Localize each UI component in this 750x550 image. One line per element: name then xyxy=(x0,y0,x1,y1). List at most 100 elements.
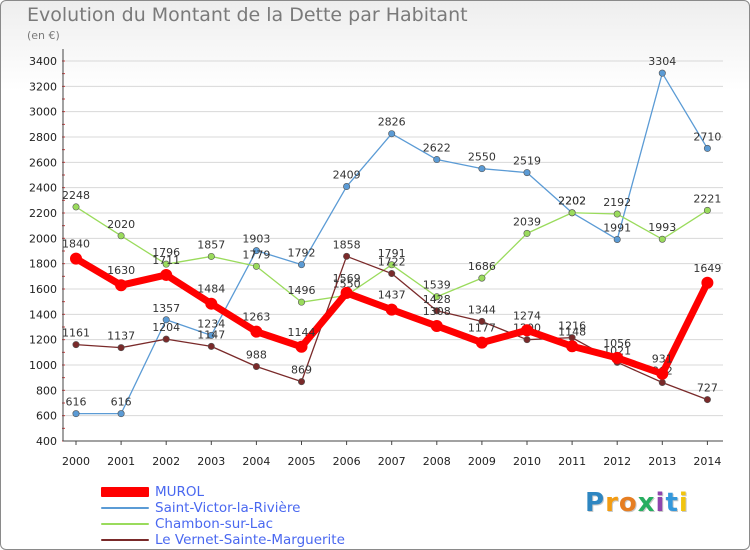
data-label: 1177 xyxy=(468,322,496,335)
legend-label: MUROL xyxy=(155,484,205,500)
y-tick-label: 3000 xyxy=(29,106,57,119)
legend-item: Le Vernet-Sainte-Marguerite xyxy=(101,532,345,548)
data-point xyxy=(160,268,173,281)
x-tick-label: 2000 xyxy=(62,455,90,468)
legend-swatch xyxy=(101,507,149,509)
data-label: 2248 xyxy=(62,189,90,202)
legend-item: Saint-Victor-la-Rivière xyxy=(101,500,300,516)
data-label: 727 xyxy=(697,382,718,395)
data-point xyxy=(297,261,305,269)
y-tick-label: 2200 xyxy=(29,207,57,220)
data-point xyxy=(703,144,711,152)
data-label: 931 xyxy=(652,353,673,366)
y-tick-label: 1400 xyxy=(29,308,57,321)
data-point xyxy=(433,307,441,315)
data-label: 1234 xyxy=(197,317,225,330)
y-tick-label: 2000 xyxy=(29,232,57,245)
x-tick-label: 2007 xyxy=(378,455,406,468)
data-label: 2202 xyxy=(558,195,586,208)
data-label: 1161 xyxy=(62,327,90,340)
x-tick-label: 2003 xyxy=(197,455,225,468)
data-label: 2202 xyxy=(558,195,586,208)
data-label: 1274 xyxy=(513,309,541,322)
data-label: 1792 xyxy=(288,247,316,260)
data-label: 1344 xyxy=(468,303,496,316)
data-label: 1857 xyxy=(197,238,225,251)
x-tick-label: 2013 xyxy=(648,455,676,468)
data-label: 1991 xyxy=(603,221,631,234)
data-point xyxy=(295,340,308,353)
legend-swatch xyxy=(101,523,149,525)
data-point xyxy=(701,276,714,289)
data-point xyxy=(656,367,669,380)
data-point xyxy=(162,316,170,324)
data-point xyxy=(117,410,125,418)
y-tick-label: 400 xyxy=(36,435,57,448)
data-label: 616 xyxy=(111,396,132,409)
data-label: 2710 xyxy=(693,130,721,143)
logo-letter: i xyxy=(655,488,666,518)
data-point xyxy=(523,336,531,344)
y-tick-label: 3400 xyxy=(29,55,57,68)
logo-letter: P xyxy=(585,488,606,518)
data-label: 1056 xyxy=(603,337,631,350)
data-label: 1263 xyxy=(242,311,270,324)
data-point xyxy=(478,165,486,173)
y-tick-label: 800 xyxy=(36,384,57,397)
data-point xyxy=(433,156,441,164)
data-label: 1903 xyxy=(242,233,270,246)
data-label: 1137 xyxy=(107,330,135,343)
data-label: 2039 xyxy=(513,215,541,228)
data-point xyxy=(117,232,125,240)
legend-swatch xyxy=(101,539,149,541)
data-point xyxy=(433,293,441,301)
data-label: 1569 xyxy=(333,272,361,285)
data-point xyxy=(388,130,396,138)
data-label: 2409 xyxy=(333,169,361,182)
data-label: 2020 xyxy=(107,218,135,231)
data-label: 869 xyxy=(291,364,312,377)
data-point xyxy=(613,210,621,218)
y-tick-label: 1600 xyxy=(29,283,57,296)
logo-letter: i xyxy=(678,488,689,518)
data-label: 616 xyxy=(66,396,87,409)
data-label: 1428 xyxy=(423,293,451,306)
data-label: 2826 xyxy=(378,116,406,129)
data-point xyxy=(658,378,666,386)
x-tick-label: 2008 xyxy=(423,455,451,468)
data-label: 1147 xyxy=(197,328,225,341)
x-tick-label: 2005 xyxy=(288,455,316,468)
data-point xyxy=(703,396,711,404)
data-point xyxy=(343,183,351,191)
data-point xyxy=(252,363,260,371)
data-point xyxy=(523,229,531,237)
data-point xyxy=(478,274,486,282)
data-point xyxy=(297,298,305,306)
data-label: 988 xyxy=(246,349,267,362)
logo-letter: r xyxy=(605,488,619,518)
data-label: 1796 xyxy=(152,246,180,259)
data-point xyxy=(252,262,260,270)
data-point xyxy=(297,378,305,386)
data-label: 1144 xyxy=(288,326,316,339)
y-tick-label: 2400 xyxy=(29,182,57,195)
data-point xyxy=(207,252,215,260)
data-point xyxy=(521,324,533,337)
data-point xyxy=(115,279,128,292)
data-label: 1686 xyxy=(468,260,496,273)
data-point xyxy=(523,169,531,177)
x-tick-label: 2006 xyxy=(333,455,361,468)
data-point xyxy=(162,260,170,268)
data-point xyxy=(658,69,666,77)
data-label: 2192 xyxy=(603,196,631,209)
data-label: 1204 xyxy=(152,321,180,334)
y-tick-label: 3200 xyxy=(29,80,57,93)
y-tick-label: 1800 xyxy=(29,258,57,271)
x-tick-label: 2009 xyxy=(468,455,496,468)
data-label: 1711 xyxy=(152,254,180,267)
data-point xyxy=(478,317,486,325)
y-axis-unit: (en €) xyxy=(27,29,60,42)
data-label: 1437 xyxy=(378,289,406,302)
data-label: 1148 xyxy=(558,325,586,338)
